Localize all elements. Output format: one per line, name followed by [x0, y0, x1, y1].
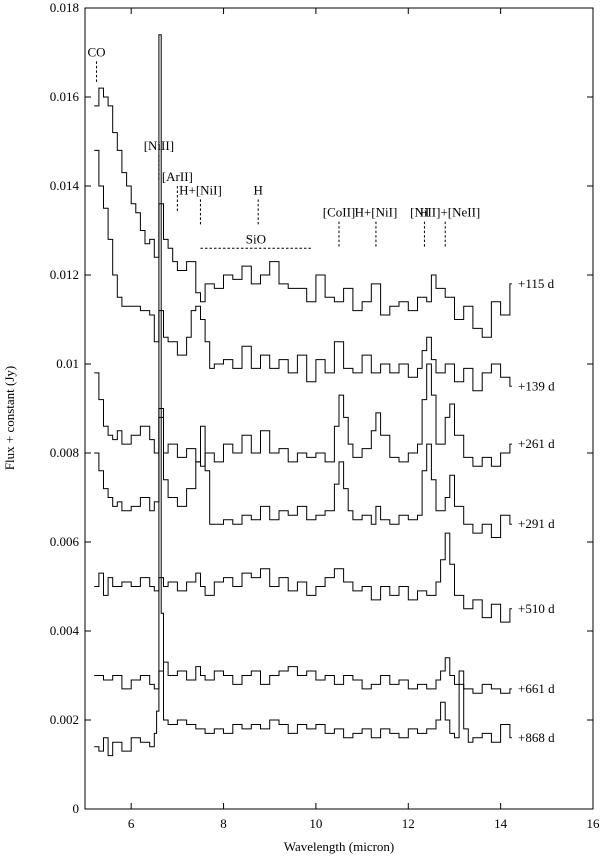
- y-axis: 0 0.002 0.004 0.006 0.008 0.01 0.012 0.014 0.016…: [50, 0, 593, 816]
- plot-frame: [84, 7, 594, 810]
- x-tick-label: 8: [220, 816, 227, 831]
- x-axis-label: Wavelength (micron): [284, 839, 395, 854]
- series-label: +139 d: [518, 378, 555, 393]
- series-label: +291 d: [518, 516, 555, 531]
- x-axis: 6 8 10 12 14 16: [128, 8, 600, 831]
- series-line: [94, 416, 512, 538]
- line-id-label: H+[NiI]: [179, 182, 222, 197]
- series-line: [94, 149, 512, 392]
- y-tick-label: 0.008: [50, 445, 79, 460]
- y-tick-label: 0.01: [56, 356, 79, 371]
- y-tick-label: 0.016: [50, 89, 80, 104]
- series-label: +510 d: [518, 601, 555, 616]
- x-tick-label: 12: [402, 816, 415, 831]
- series-label: +661 d: [518, 681, 555, 696]
- series-labels: +115 d +139 d +261 d +291 d +510 d +661 d +868…: [518, 276, 555, 745]
- y-tick-label: 0.004: [50, 623, 80, 638]
- series-line: [94, 34, 512, 757]
- x-tick-label: 10: [309, 816, 322, 831]
- y-tick-label: 0.006: [50, 534, 80, 549]
- line-id-label: [NiII]+[NeII]: [410, 205, 480, 220]
- series-label: +261 d: [518, 436, 555, 451]
- series-label: +868 d: [518, 730, 555, 745]
- line-id-label: H: [253, 182, 262, 197]
- series-group: [94, 34, 512, 757]
- x-tick-label: 16: [587, 816, 600, 831]
- series-line: [94, 657, 512, 694]
- y-tick-label: 0.014: [50, 178, 80, 193]
- series-label: +115 d: [518, 276, 555, 291]
- y-tick-label: 0.012: [50, 267, 79, 282]
- y-axis-label: Flux + constant (Jy): [2, 366, 17, 470]
- series-line: [94, 363, 512, 467]
- line-id-label: H: [420, 205, 429, 220]
- line-id-label: [CoII]: [323, 205, 356, 220]
- y-tick-label: 0.018: [50, 0, 79, 15]
- line-id-label: CO: [88, 44, 106, 59]
- line-id-label: H+[NiI]: [355, 205, 398, 220]
- x-tick-label: 14: [494, 816, 508, 831]
- plot-frame-group: [84, 7, 594, 810]
- y-tick-label: 0: [73, 801, 80, 816]
- series-line: [94, 532, 512, 623]
- y-tick-label: 0.002: [50, 712, 79, 727]
- line-id-label: [ArII]: [162, 169, 193, 184]
- sio-label: SiO: [246, 231, 266, 246]
- series-line: [94, 87, 512, 338]
- x-tick-label: 6: [128, 816, 135, 831]
- line-id-label: [NiII]: [144, 138, 174, 153]
